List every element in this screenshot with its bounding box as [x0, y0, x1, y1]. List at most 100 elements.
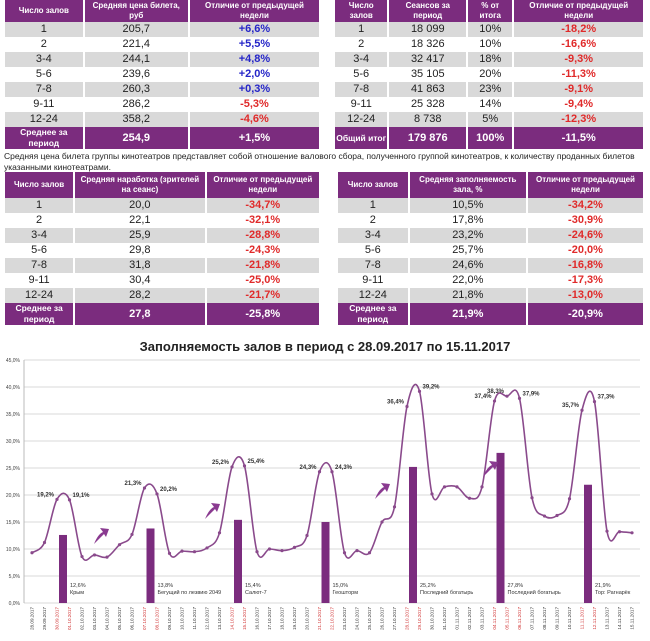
column-header: Средняя наработка (зрителей на сеанс) — [74, 172, 207, 198]
footer-cell: Общий итог — [335, 127, 390, 149]
x-tick-label: 12.11.2017 — [592, 607, 597, 630]
table-cell: 3-4 — [338, 228, 410, 243]
table-cell: 32 417 — [388, 52, 469, 67]
footer-cell: -20,9% — [526, 303, 646, 325]
table-cell: -24,3% — [205, 243, 322, 258]
x-tick-label: 05.11.2017 — [505, 607, 510, 630]
chart-title: Заполняемость залов в период с 28.09.201… — [139, 339, 511, 354]
bar-film-label: Крым — [70, 590, 84, 596]
data-point — [305, 533, 309, 538]
occupancy-table: Число залов Средняя заполняемость зала, %… — [338, 172, 646, 325]
table-cell: 286,2 — [83, 97, 190, 112]
data-point — [605, 529, 609, 533]
data-point — [430, 492, 434, 496]
table-cell: +2,0% — [188, 67, 322, 82]
table-cell: 10% — [467, 37, 515, 52]
table-cell: 5-6 — [338, 243, 410, 258]
x-tick-label: 02.11.2017 — [467, 607, 472, 630]
table-cell: 12-24 — [338, 288, 410, 303]
table-row: 3-4 23,2% -24,6% — [338, 228, 646, 243]
table-cell: 260,3 — [83, 82, 190, 97]
table-cell: 12-24 — [5, 112, 85, 127]
table-row: 2 18 326 10% -16,6% — [335, 37, 645, 52]
data-point — [292, 545, 297, 549]
column-header: Число залов — [338, 172, 410, 198]
data-point — [280, 549, 284, 553]
table-cell: 22,1 — [74, 213, 207, 228]
x-tick-label: 01.10.2017 — [67, 607, 72, 630]
table-cell: 5-6 — [5, 243, 76, 258]
point-label: 35,7% — [562, 403, 580, 409]
bar — [321, 522, 330, 603]
footer-cell: 21,9% — [408, 303, 528, 325]
table-cell: 23% — [467, 82, 515, 97]
table-cell: 20% — [467, 67, 515, 82]
table-cell: 2 — [338, 213, 410, 228]
table-cell: 1 — [338, 198, 410, 213]
x-tick-label: 10.11.2017 — [567, 607, 572, 630]
table-cell: 23,2% — [408, 228, 528, 243]
table-row: 3-4 244,1 +4,8% — [5, 52, 322, 67]
table-footer-row: Среднее за период 21,9% -20,9% — [338, 303, 646, 325]
table-row: 5-6 35 105 20% -11,3% — [335, 67, 645, 82]
y-tick-label: 0,0% — [9, 601, 21, 607]
table-cell: 7-8 — [5, 258, 76, 273]
point-label: 37,3% — [598, 395, 616, 401]
column-header: Сеансов за период — [388, 0, 469, 22]
table-row: 3-4 25,9 -28,8% — [5, 228, 322, 243]
x-tick-label: 11.10.2017 — [192, 607, 197, 630]
data-point — [155, 492, 159, 496]
table-cell: 1 — [335, 22, 390, 37]
table-cell: 3-4 — [5, 228, 76, 243]
table-row: 1 18 099 10% -18,2% — [335, 22, 645, 37]
point-label: 36,4% — [387, 399, 405, 405]
data-point — [617, 530, 622, 534]
table-cell: 10% — [467, 22, 515, 37]
x-tick-label: 25.10.2017 — [367, 607, 372, 630]
footer-cell: 254,9 — [83, 127, 190, 149]
table-cell: 21,8% — [408, 288, 528, 303]
data-point — [355, 549, 359, 553]
data-point — [455, 485, 459, 489]
table-row: 7-8 260,3 +0,3% — [5, 82, 322, 97]
point-label: 21,3% — [124, 481, 142, 487]
table-cell: 28,2 — [74, 288, 207, 303]
table-cell: -28,8% — [205, 228, 322, 243]
x-tick-label: 18.10.2017 — [280, 607, 285, 630]
bar-film-label: Бегущий по лезвию 2049 — [158, 589, 222, 596]
table-cell: 18 326 — [388, 37, 469, 52]
column-header: Число залов — [335, 0, 390, 22]
table-cell: 7-8 — [338, 258, 410, 273]
table-cell: 5-6 — [335, 67, 390, 82]
bar-value-label: 27,8% — [508, 583, 524, 589]
table-row: 2 22,1 -32,1% — [5, 213, 322, 228]
table-cell: -16,6% — [513, 37, 645, 52]
table-row: 5-6 25,7% -20,0% — [338, 243, 646, 258]
x-tick-label: 05.10.2017 — [117, 607, 122, 630]
x-tick-label: 01.11.2017 — [455, 607, 460, 630]
table-cell: -21,7% — [205, 288, 322, 303]
table-row: 2 17,8% -30,9% — [338, 213, 646, 228]
price-note: Средняя цена билета группы кинотеатров п… — [4, 151, 635, 172]
x-tick-label: 07.10.2017 — [142, 607, 147, 630]
table-row: 1 10,5% -34,2% — [338, 198, 646, 213]
table-cell: -12,3% — [513, 112, 645, 127]
table-cell: 18 099 — [388, 22, 469, 37]
x-tick-label: 09.11.2017 — [555, 607, 560, 630]
data-point — [380, 520, 384, 524]
x-tick-label: 08.11.2017 — [542, 607, 547, 630]
table-cell: 3-4 — [5, 52, 85, 67]
bar-value-label: 15,0% — [333, 583, 349, 589]
data-point — [67, 498, 72, 502]
bar — [496, 452, 505, 603]
x-tick-label: 29.10.2017 — [417, 607, 422, 630]
footer-cell: Среднее за период — [5, 303, 76, 325]
table-row: 3-4 32 417 18% -9,3% — [335, 52, 645, 67]
x-tick-label: 03.11.2017 — [480, 607, 485, 630]
column-header: % от итога — [467, 0, 515, 22]
table-cell: 358,2 — [83, 112, 190, 127]
data-point — [580, 408, 584, 412]
x-tick-label: 19.10.2017 — [292, 607, 297, 630]
ticket-price-table: Число залов Средняя цена билета, руб Отлич… — [5, 0, 322, 149]
footer-cell: Среднее за период — [5, 127, 85, 149]
